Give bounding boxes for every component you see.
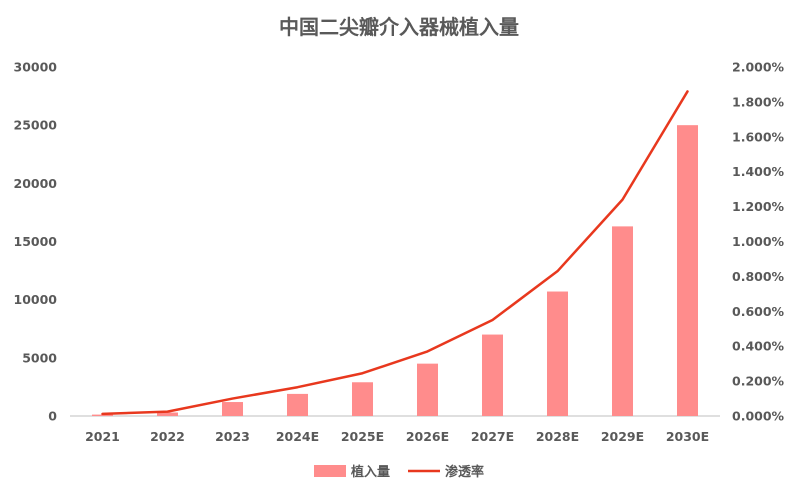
right-tick-label: 1.200%	[732, 199, 785, 214]
left-tick-label: 10000	[14, 292, 58, 307]
bar	[222, 402, 243, 416]
left-tick-label: 20000	[14, 176, 58, 191]
x-tick-label: 2028E	[536, 429, 579, 444]
bar	[157, 412, 178, 416]
left-tick-label: 30000	[14, 60, 58, 75]
right-tick-label: 1.400%	[732, 164, 785, 179]
right-tick-label: 1.600%	[732, 129, 785, 144]
right-tick-label: 0.600%	[732, 304, 785, 319]
legend-label-line: 渗透率	[445, 464, 484, 480]
right-tick-label: 1.800%	[732, 94, 785, 109]
legend-swatch-bar	[314, 465, 346, 477]
x-tick-label: 2025E	[341, 429, 384, 444]
series-line	[101, 90, 689, 416]
right-tick-label: 2.000%	[732, 60, 785, 75]
bar	[547, 291, 568, 416]
x-tick-label: 2022	[150, 429, 185, 444]
x-tick-label: 2023	[215, 429, 250, 444]
chart-title: 中国二尖瓣介入器械植入量	[279, 15, 519, 39]
x-tick-label: 2029E	[601, 429, 644, 444]
right-tick-label: 0.200%	[732, 374, 785, 389]
x-tick-label: 2030E	[666, 429, 709, 444]
bar	[482, 334, 503, 416]
left-tick-label: 15000	[14, 234, 58, 249]
right-axis: 0.000% 0.200% 0.400% 0.600% 0.800% 1.000% 1.20…	[732, 60, 785, 424]
right-tick-label: 0.000%	[732, 409, 785, 424]
x-axis: 2021 2022 2023 2024E 2025E 2026E 2027E 2028E 202…	[85, 429, 709, 444]
line-series	[101, 90, 689, 416]
right-tick-label: 0.800%	[732, 269, 785, 284]
bar	[612, 226, 633, 416]
bar-series	[92, 125, 698, 417]
x-tick-label: 2021	[85, 429, 120, 444]
bar	[677, 125, 698, 417]
x-tick-label: 2026E	[406, 429, 449, 444]
bar	[287, 393, 308, 416]
legend-label-bar: 植入量	[350, 464, 390, 480]
left-axis: 0 5000 10000 15000 20000 25000 30000	[14, 60, 58, 424]
left-tick-label: 5000	[22, 350, 57, 365]
left-tick-label: 0	[48, 409, 57, 424]
legend: 植入量 渗透率	[314, 464, 484, 480]
bar	[92, 414, 113, 416]
right-tick-label: 1.000%	[732, 234, 785, 249]
bar	[352, 382, 373, 416]
right-tick-label: 0.400%	[732, 339, 785, 354]
left-tick-label: 25000	[14, 118, 58, 133]
x-tick-label: 2024E	[276, 429, 319, 444]
bar	[417, 363, 438, 416]
x-tick-label: 2027E	[471, 429, 514, 444]
